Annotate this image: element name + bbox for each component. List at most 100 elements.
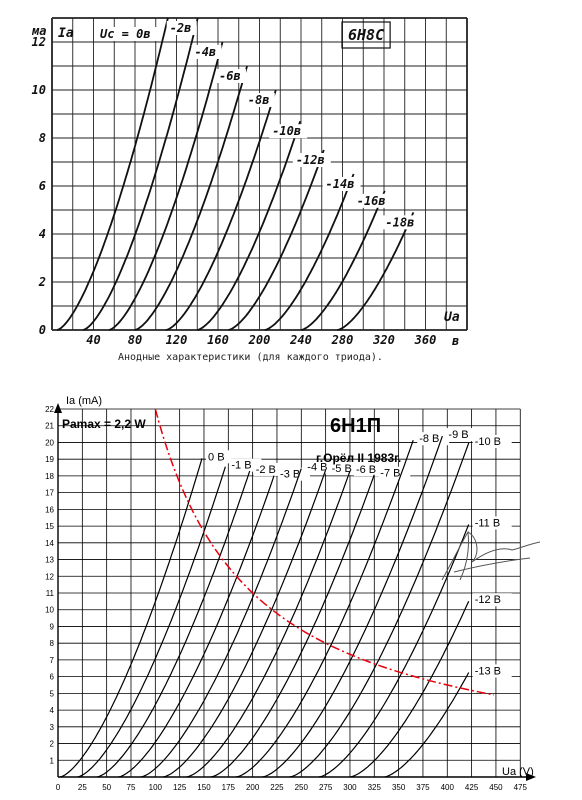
c1-y-tick: 6	[39, 179, 46, 193]
c2-curve-label: -7 В	[380, 468, 400, 480]
c1-curve	[197, 120, 302, 331]
c2-curve-label-bg	[472, 593, 512, 607]
c1-curve	[134, 65, 248, 331]
c2-curve-label-bg	[329, 462, 362, 476]
c2-x-tick: 325	[368, 783, 382, 792]
c1-curve-label-bg	[382, 215, 421, 230]
c2-curve	[118, 475, 275, 778]
c1-x-unit: в	[452, 334, 459, 348]
c2-y-tick: 1	[50, 756, 55, 765]
c2-curve	[235, 440, 414, 778]
c2-curve-label-bg	[417, 432, 450, 446]
c2-y-tick: 22	[45, 405, 54, 414]
c2-y-axis-arrow	[54, 403, 62, 413]
c1-curve-label-bg	[166, 21, 197, 35]
c2-y-tick: 18	[45, 472, 54, 481]
c1-curves: Uc = 0в -2в-4в-6в -8в -10в -12в-14в-16в -18в	[56, 17, 421, 331]
c2-x-tick: 375	[416, 783, 430, 792]
c2-x-tick: 200	[246, 783, 260, 792]
c1-curve-label-bg	[269, 124, 308, 139]
c2-curve	[59, 458, 203, 778]
c2-curve	[262, 435, 443, 778]
c2-y-tick: 12	[45, 572, 54, 581]
c2-x-tick: 275	[319, 783, 333, 792]
c2-x-tick: 475	[514, 783, 528, 792]
c1-y-label: Ia	[58, 26, 74, 41]
c2-curve	[96, 470, 251, 778]
c2-curve-label-bg	[253, 462, 286, 476]
c2-curve-label-bg	[206, 450, 232, 464]
c2-curve-label: -9 В	[448, 429, 468, 441]
c2-curve	[162, 469, 327, 778]
c2-curve-label: -12 В	[475, 594, 501, 606]
c2-x-tick: 0	[56, 783, 61, 792]
c2-x-tick: 50	[102, 783, 111, 792]
c1-curve-label: -18в	[385, 215, 414, 229]
c2-curve-label-bg	[472, 516, 512, 530]
c1-x-tick: 120	[166, 333, 188, 347]
c2-curve-label-bg	[353, 463, 386, 477]
c2-y-tick: 15	[45, 522, 54, 531]
c2-curve-label: -13 В	[475, 665, 501, 677]
c1-x-tick: 360	[414, 333, 437, 347]
c2-y-tick: 3	[50, 723, 55, 732]
c2-x-tick: 300	[343, 783, 357, 792]
c2-y-tick: 4	[50, 706, 55, 715]
c1-caption: Анодные характеристики (для каждого трио…	[118, 352, 383, 363]
c2-y-tick: 2	[50, 740, 55, 749]
c2-curve-label-bg	[446, 428, 479, 442]
c2-x-tick: 425	[465, 783, 479, 792]
c2-x-tick: 75	[127, 783, 136, 792]
c1-x-tick: 280	[331, 333, 354, 347]
c1-y-tick: 4	[39, 227, 46, 241]
c1-curve-label: Uc = 0в	[100, 27, 151, 41]
c1-y-unit: ма	[31, 24, 46, 38]
c2-x-tick: 175	[222, 783, 236, 792]
c2-y-tick: 6	[50, 673, 55, 682]
c2-x-tick: 150	[197, 783, 211, 792]
c2-curve-label-bg	[472, 664, 512, 678]
c1-x-tick: 80	[128, 333, 142, 347]
c1-curve-label: -16в	[357, 194, 386, 208]
c2-curve-label: -1 В	[231, 460, 251, 472]
c2-x-tick: 350	[392, 783, 406, 792]
c2-curve-label-bg	[229, 458, 262, 472]
c2-subtitle: г.Орёл II 1983г.	[316, 451, 401, 465]
c1-curve-label-bg	[244, 93, 275, 107]
c2-signature	[441, 530, 541, 581]
c1-curve-label-bg	[191, 45, 222, 59]
c1-curve	[228, 149, 325, 331]
c1-y-tick: 10	[32, 83, 46, 97]
c1-x-tick: 40	[86, 333, 100, 347]
c1-curve	[108, 41, 224, 331]
c2-y-tick: 8	[50, 639, 55, 648]
c2-y-tick: 16	[45, 505, 54, 514]
c2-y-tick: 7	[50, 656, 55, 665]
c2-y-tick: 19	[45, 455, 54, 464]
c2-x-tick: 125	[173, 783, 187, 792]
c1-curve-label: -14в	[326, 177, 355, 191]
c1-curve-label-bg	[292, 153, 331, 167]
c1-x-tick: 320	[372, 333, 395, 347]
chart-6n1p: 0 25 50 75 100 125 150 175 200 225 250 275 300 325 350…	[45, 395, 541, 792]
c2-x-tick: 400	[441, 783, 455, 792]
c2-y-tick: 20	[45, 438, 54, 447]
c2-y-tick: 21	[45, 422, 54, 431]
c2-curve-label-bg	[278, 467, 311, 481]
c2-curve	[318, 524, 470, 778]
c2-curve	[349, 600, 470, 778]
c2-curve-label: -3 В	[280, 469, 300, 481]
c2-pmax-annotation: Pamax = 2,2 W	[62, 417, 146, 431]
c1-curve-label: -4в	[194, 45, 216, 59]
c2-curve-label: -4 В	[307, 462, 327, 474]
c1-curve-label: -2в	[170, 21, 192, 35]
c1-curve-label: -6в	[219, 69, 241, 83]
c2-title: 6Н1П	[330, 415, 381, 437]
c1-curve	[165, 89, 277, 331]
c1-y-tick: 2	[38, 275, 46, 289]
c2-x-tick: 25	[78, 783, 87, 792]
c1-x-tick: 240	[289, 333, 312, 347]
c2-curve-label: -10 В	[475, 436, 501, 448]
c2-y-tick: 14	[45, 539, 54, 548]
c1-x-label: Ua	[444, 310, 460, 325]
